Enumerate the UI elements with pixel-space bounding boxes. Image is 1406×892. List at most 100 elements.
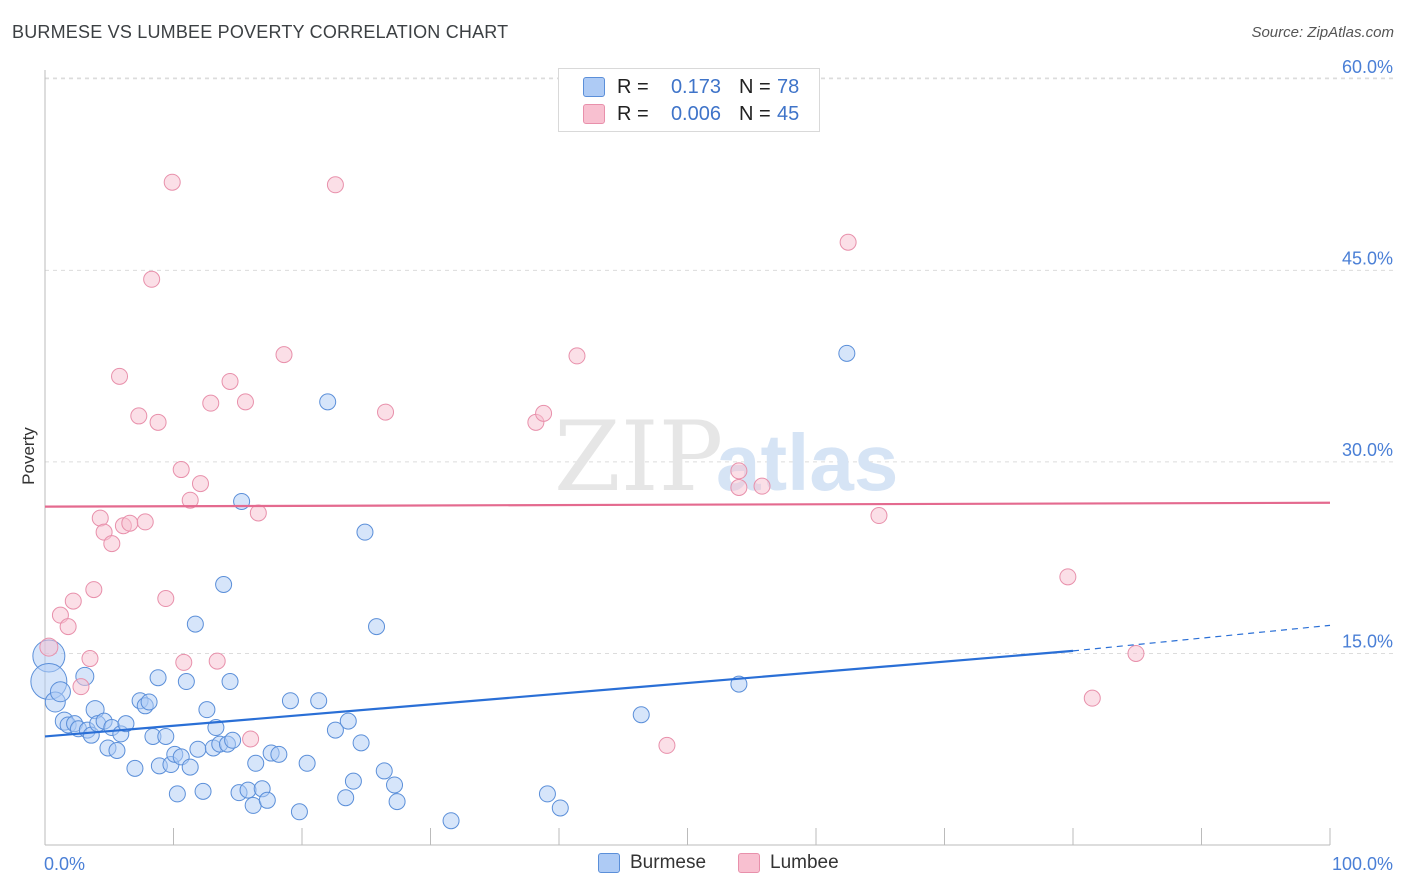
data-point xyxy=(1127,644,1145,662)
lumbee-swatch xyxy=(583,104,605,124)
legend-row-lumbee: R = 0.006 N = 45 xyxy=(583,101,799,127)
data-point xyxy=(157,590,175,608)
data-point xyxy=(198,701,216,719)
y-tick-label: 45.0% xyxy=(1342,248,1393,268)
data-point xyxy=(181,491,199,509)
lumbee-points xyxy=(39,173,1145,754)
data-point xyxy=(126,759,144,777)
data-point xyxy=(236,393,254,411)
data-point xyxy=(177,673,195,691)
data-point xyxy=(108,742,126,760)
data-point xyxy=(149,669,167,687)
stats-legend: R = 0.173 N = 78 R = 0.006 N = 45 xyxy=(558,68,820,132)
data-point xyxy=(838,344,856,362)
data-point xyxy=(189,740,207,758)
data-point xyxy=(149,413,167,431)
data-point xyxy=(270,745,288,763)
data-point xyxy=(175,653,193,671)
data-point xyxy=(568,347,586,365)
lumbee-swatch xyxy=(738,853,761,873)
legend-r-value: 0.173 xyxy=(670,75,721,98)
legend-row-burmese: R = 0.173 N = 78 xyxy=(583,74,799,100)
legend-r-label: R = xyxy=(617,75,649,98)
data-point xyxy=(111,367,129,385)
data-point xyxy=(49,681,71,703)
data-point xyxy=(337,789,355,807)
data-point xyxy=(730,478,748,496)
data-point xyxy=(290,803,308,821)
x-tick-label-min: 0.0% xyxy=(44,854,85,874)
data-point xyxy=(375,762,393,780)
data-point xyxy=(258,791,276,809)
legend-label-burmese: Burmese xyxy=(630,852,707,873)
data-point xyxy=(356,523,374,541)
data-point xyxy=(344,772,362,790)
data-point xyxy=(242,730,260,748)
lumbee-trend-line xyxy=(44,501,1331,508)
data-point xyxy=(140,693,158,711)
legend-n-value: 45 xyxy=(777,102,800,125)
watermark-zip: ZIP xyxy=(554,401,723,513)
burmese-swatch xyxy=(583,77,605,97)
data-point xyxy=(194,782,212,800)
data-point xyxy=(275,346,293,364)
data-point xyxy=(298,754,316,772)
burmese-trend-line xyxy=(44,649,1074,738)
data-point xyxy=(208,652,226,670)
chart-title: BURMESE VS LUMBEE POVERTY CORRELATION CH… xyxy=(12,22,509,42)
data-point xyxy=(103,535,121,553)
data-point xyxy=(221,673,239,691)
data-point xyxy=(658,736,676,754)
series-legend: Burmese Lumbee xyxy=(598,852,871,874)
legend-label-lumbee: Lumbee xyxy=(770,852,839,873)
data-point xyxy=(442,812,460,830)
data-point xyxy=(143,270,161,288)
y-tick-label: 15.0% xyxy=(1342,631,1393,651)
data-point xyxy=(81,650,99,668)
data-point xyxy=(64,592,82,610)
data-point xyxy=(870,507,888,525)
data-point xyxy=(39,637,59,657)
data-point xyxy=(551,799,569,817)
data-point xyxy=(632,706,650,724)
data-point xyxy=(538,785,556,803)
watermark-atlas: atlas xyxy=(716,418,898,507)
y-tick-label: 30.0% xyxy=(1342,440,1393,460)
legend-item-burmese[interactable]: Burmese xyxy=(598,852,706,874)
data-point xyxy=(168,785,186,803)
data-point xyxy=(377,403,395,421)
data-point xyxy=(352,734,370,752)
data-point xyxy=(1083,689,1101,707)
data-point xyxy=(310,692,328,710)
data-point xyxy=(215,575,233,593)
legend-item-lumbee[interactable]: Lumbee xyxy=(738,852,839,874)
data-point xyxy=(172,461,190,479)
legend-r-label: R = xyxy=(617,102,649,125)
data-point xyxy=(59,618,77,636)
legend-n-label: N = xyxy=(739,75,771,98)
data-point xyxy=(326,721,344,739)
axes xyxy=(44,70,1331,846)
burmese-swatch xyxy=(598,853,620,873)
data-point xyxy=(535,404,553,422)
data-point xyxy=(221,372,239,390)
legend-n-value: 78 xyxy=(777,75,800,98)
watermark: ZIP atlas xyxy=(554,401,898,513)
axis-labels: 15.0% 30.0% 45.0% 60.0% 0.0% 100.0% Poverty xyxy=(19,57,1393,874)
data-point xyxy=(386,776,404,794)
data-point xyxy=(839,233,857,251)
legend-r-value: 0.006 xyxy=(670,102,721,125)
data-point xyxy=(368,618,386,636)
data-point xyxy=(388,793,406,811)
data-point xyxy=(85,581,103,599)
data-point xyxy=(730,462,748,480)
data-point xyxy=(130,407,148,425)
burmese-trend-extension xyxy=(1072,624,1331,652)
data-point xyxy=(181,758,199,776)
data-point xyxy=(281,692,299,710)
data-point xyxy=(157,727,175,745)
source-label: Source: ZipAtlas.com xyxy=(1251,24,1394,41)
data-point xyxy=(163,173,181,191)
data-point xyxy=(247,754,265,772)
